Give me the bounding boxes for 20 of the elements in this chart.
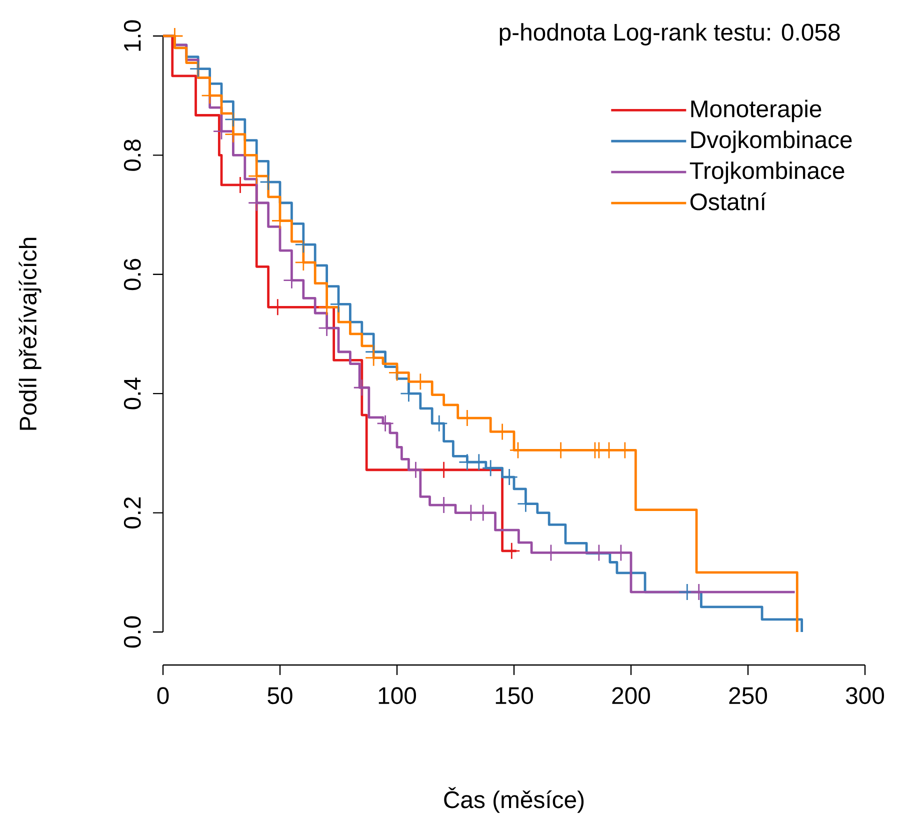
x-tick-label: 0 <box>157 687 169 704</box>
y-tick-label: 0.4 <box>124 378 141 410</box>
x-tick-label: 200 <box>612 687 650 704</box>
x-tick-label: 100 <box>378 687 416 704</box>
legend-label: Monoterapie <box>691 100 822 122</box>
legend-label: Dvojkombinace <box>691 130 852 154</box>
y-axis-title: Podíl přežívajících <box>18 238 42 430</box>
y-tick-label: 0.6 <box>124 258 141 290</box>
x-axis-title: Čas (měsíce) <box>444 787 584 813</box>
legend-label: Trojkombinace <box>690 162 844 184</box>
x-tick-label: 300 <box>846 687 884 704</box>
annotation: p-hodnota Log-rank testu: 0.058 <box>500 23 840 46</box>
y-tick-label: 0.8 <box>124 140 141 171</box>
legend-label: Ostatní <box>690 192 766 210</box>
x-tick-label: 250 <box>729 687 767 704</box>
x-tick-label: 150 <box>496 687 533 704</box>
y-tick-label: 0.0 <box>124 616 141 648</box>
y-tick-label: 1.0 <box>124 20 141 51</box>
x-tick-label: 50 <box>268 687 292 704</box>
y-tick-label: 0.2 <box>124 497 141 529</box>
